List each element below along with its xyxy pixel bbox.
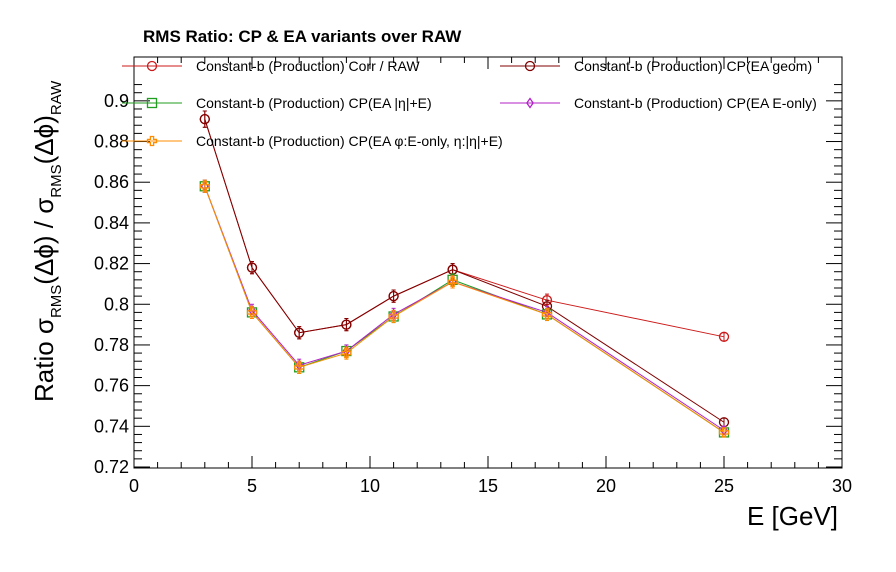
y-tick-label: 0.88: [94, 132, 129, 152]
y-axis-label: Ratio σRMS(Δϕ) / σRMS(Δϕ)RAW: [29, 80, 65, 402]
data-point: [447, 276, 458, 288]
x-tick-label: 15: [478, 476, 498, 496]
data-point: [199, 114, 210, 125]
legend-entry: Constant-b (Production) CP(EA geom): [500, 58, 812, 74]
chart-title: RMS Ratio: CP & EA variants over RAW: [143, 27, 462, 46]
y-tick-label: 0.72: [94, 457, 129, 477]
x-axis-tick-labels: 0 5 10 15 20 25 30: [129, 476, 852, 496]
y-tick-label: 0.82: [94, 254, 129, 274]
y-tick-label: 0.86: [94, 172, 129, 192]
y-axis-tick-labels: 0.72 0.74 0.76 0.78 0.8 0.82 0.84 0.86 0.88 0.9: [94, 91, 129, 477]
x-tick-label: 20: [596, 476, 616, 496]
series-5: [199, 179, 730, 438]
y-axis-ticks: [134, 84, 842, 468]
data-point: [718, 331, 730, 342]
legend-marker: [524, 60, 536, 72]
data-point: [341, 347, 352, 359]
legend-label: Constant-b (Production) CP(EA φ:E-only, …: [196, 133, 503, 149]
data-point: [388, 311, 399, 322]
legend: Constant-b (Production) Corr / RAW Consta…: [122, 58, 817, 149]
legend-label: Constant-b (Production) CP(EA geom): [574, 58, 812, 74]
legend-entry: Constant-b (Production) Corr / RAW: [122, 58, 420, 74]
data-point: [246, 307, 258, 318]
legend-label: Constant-b (Production) CP(EA E-only): [574, 95, 817, 111]
series-2: [199, 110, 730, 428]
y-tick-label: 0.74: [94, 416, 129, 436]
legend-marker: [146, 135, 158, 147]
data-point: [294, 327, 305, 338]
plot-frame: [133, 56, 843, 469]
legend-entry: Constant-b (Production) CP(EA φ:E-only, …: [122, 133, 503, 149]
x-tick-label: 25: [714, 476, 734, 496]
legend-entry: Constant-b (Production) CP(EA E-only): [500, 95, 817, 111]
data-point: [718, 427, 730, 438]
legend-label: Constant-b (Production) Corr / RAW: [196, 58, 420, 74]
legend-marker: [526, 97, 534, 109]
y-tick-label: 0.76: [94, 376, 129, 396]
series-line: [204, 186, 725, 433]
x-tick-label: 10: [360, 476, 380, 496]
x-tick-label: 0: [129, 476, 139, 496]
series-layer: [199, 110, 730, 438]
x-tick-label: 5: [247, 476, 257, 496]
series-line: [204, 186, 725, 431]
y-tick-label: 0.84: [94, 213, 129, 233]
legend-entry: Constant-b (Production) CP(EA |η|+E): [122, 95, 432, 111]
series-line: [204, 118, 725, 423]
data-point: [199, 181, 210, 192]
data-point: [388, 290, 399, 302]
series-3: [199, 179, 730, 438]
data-point: [541, 309, 553, 320]
data-point: [294, 362, 305, 373]
legend-marker: [146, 97, 158, 109]
data-point: [341, 319, 352, 330]
data-point: [246, 262, 258, 273]
y-tick-label: 0.9: [104, 91, 129, 111]
x-axis-ticks: [133, 57, 843, 468]
legend-marker: [146, 60, 158, 72]
legend-label: Constant-b (Production) CP(EA |η|+E): [196, 95, 432, 111]
x-axis-label: E [GeV]: [747, 501, 838, 531]
y-tick-label: 0.78: [94, 335, 129, 355]
y-tick-label: 0.8: [104, 294, 129, 314]
x-tick-label: 30: [832, 476, 852, 496]
series-line: [204, 118, 725, 338]
